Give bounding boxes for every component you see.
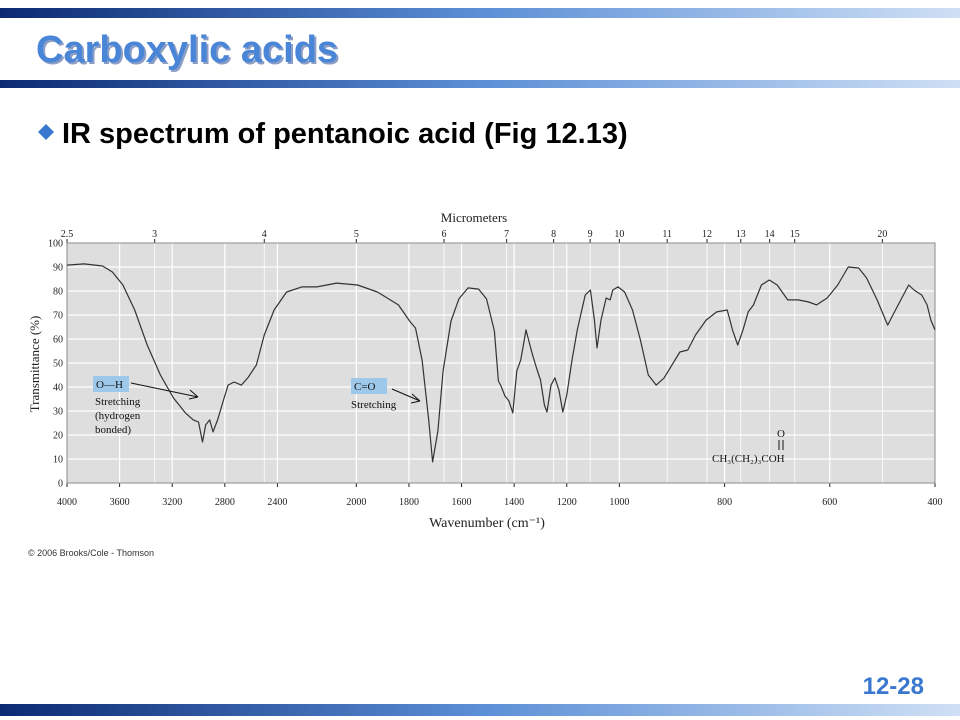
x2-tick-label: 11: [662, 229, 672, 240]
y-tick-label: 40: [53, 383, 63, 394]
y-tick-label: 30: [53, 407, 63, 418]
co-arrow: [391, 388, 421, 402]
credit: © 2006 Brooks/Cole - Thomson: [28, 548, 154, 558]
slide-title: Carboxylic acids: [36, 29, 338, 71]
x2-tick-label: 10: [614, 229, 624, 240]
y-tick-label: 0: [58, 479, 63, 490]
x2-tick-label: 20: [877, 229, 887, 240]
x2-tick-label: 9: [588, 229, 593, 240]
x-tick-label: 4000: [57, 497, 77, 508]
x2-tick-label: 13: [736, 229, 746, 240]
bottom-band: [0, 704, 960, 716]
y-tick-label: 10: [53, 455, 63, 466]
x2-tick-label: 6: [442, 229, 447, 240]
y-tick-label: 90: [53, 263, 63, 274]
x-tick-label: 2000: [346, 497, 366, 508]
x-tick-label: 3600: [110, 497, 130, 508]
oh-text: (hydrogen: [95, 410, 141, 422]
oh-label: O—H: [96, 379, 123, 391]
page-number: 12-28: [863, 673, 924, 700]
x-tick-label: 2800: [215, 497, 235, 508]
formula-top: O: [777, 428, 785, 440]
y-tick-label: 20: [53, 431, 63, 442]
title-shadow: Carboxylic acids: [38, 31, 340, 73]
y-tick-label: 80: [53, 287, 63, 298]
spectrum-line: [66, 263, 936, 463]
x2-tick-label: 12: [702, 229, 712, 240]
oh-arrow: [130, 382, 199, 398]
x-tick-label: 600: [822, 497, 837, 508]
x2-axis-title: Micrometers: [441, 210, 507, 225]
bullet-text: IR spectrum of pentanoic acid (Fig 12.13…: [62, 118, 628, 150]
plot-frame: [66, 242, 936, 484]
co-box: [351, 378, 387, 394]
annotations: O—H Stretching (hydrogen bonded) C=O Str…: [93, 376, 785, 465]
x-tick-label: 1800: [399, 497, 419, 508]
top-band: [0, 8, 960, 18]
x2-tick-label: 14: [765, 229, 775, 240]
oh-box: [93, 376, 129, 392]
x-tick-label: 1000: [609, 497, 629, 508]
x-tick-label: 1400: [504, 497, 524, 508]
x-tick-label: 1200: [557, 497, 577, 508]
x2-tick-label: 8: [551, 229, 556, 240]
y-tick-label: 60: [53, 335, 63, 346]
x2-tick-label: 3: [152, 229, 157, 240]
chart: Micrometers Wavenumber (cm⁻¹) Transmitta…: [27, 210, 943, 531]
double-bond: [778, 440, 784, 450]
y-tick-label: 100: [48, 239, 63, 250]
x-tick-label: 400: [928, 497, 943, 508]
y-axis-title: Transmittance (%): [27, 316, 42, 413]
bullet-icon: [38, 124, 54, 140]
co-label: C=O: [354, 381, 376, 393]
y-tick-label: 50: [53, 359, 63, 370]
oh-arrow-head: [188, 389, 199, 400]
x-tick-label: 1600: [452, 497, 472, 508]
formula: CH₃(CH₂)₃COH: [712, 453, 785, 465]
co-text: Stretching: [351, 399, 397, 411]
x2-tick-label: 5: [354, 229, 359, 240]
x2-tick-label: 7: [504, 229, 509, 240]
x-axis-title: Wavenumber (cm⁻¹): [429, 516, 545, 531]
x2-tick-label: 15: [790, 229, 800, 240]
x-tick-label: 800: [717, 497, 732, 508]
x2-tick-label: 2.5: [61, 229, 74, 240]
x-tick-label: 3200: [162, 497, 182, 508]
x-tick-label: 2400: [267, 497, 287, 508]
title-band: [0, 80, 960, 88]
co-arrow-head: [410, 393, 421, 404]
oh-text: bonded): [95, 424, 131, 436]
x2-tick-label: 4: [262, 229, 267, 240]
y-tick-label: 70: [53, 311, 63, 322]
oh-text: Stretching: [95, 396, 141, 408]
